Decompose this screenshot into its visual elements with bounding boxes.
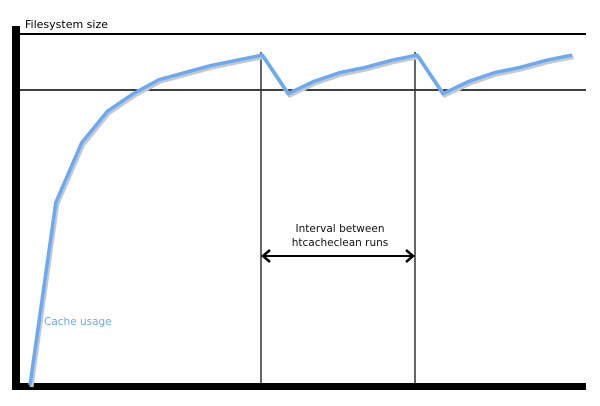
cache-usage-line <box>28 53 573 386</box>
cache-usage-label: Cache usage <box>44 316 112 328</box>
y-axis <box>12 26 20 390</box>
interval-label-line2: htcacheclean runs <box>292 237 389 249</box>
y-axis-label: Filesystem size <box>25 18 108 31</box>
arrow-head-left <box>261 249 271 263</box>
arrow-head-right <box>405 249 415 263</box>
interval-label-line1: Interval between <box>296 223 385 235</box>
cache-usage-shadow <box>29 55 574 388</box>
x-axis <box>12 383 586 390</box>
